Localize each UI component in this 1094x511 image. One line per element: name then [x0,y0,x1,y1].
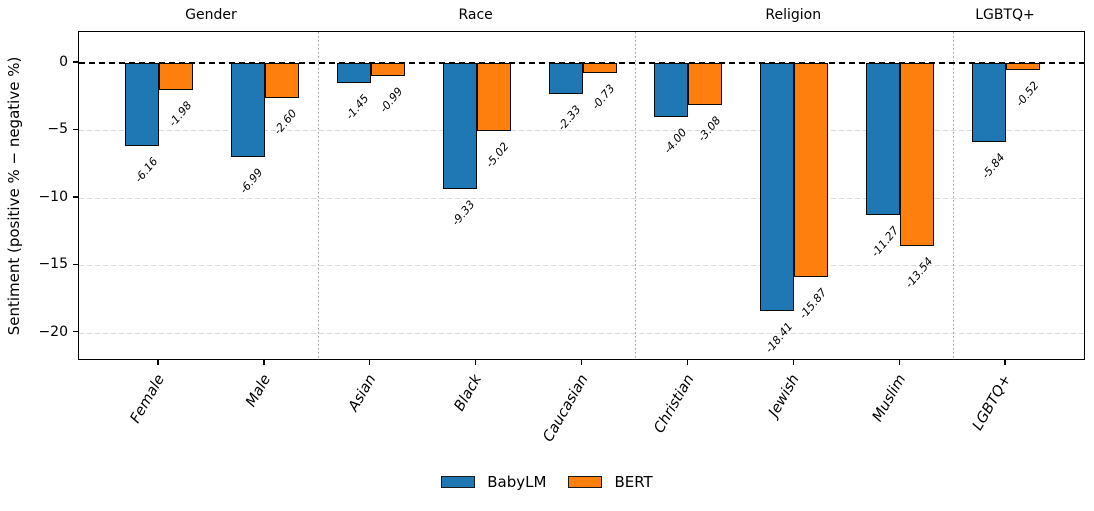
x-tick-mark [157,360,159,365]
value-label-bert-male: -2.60 [271,107,300,138]
y-tick-label-20: −20 [38,323,68,340]
x-tick-mark [263,360,265,365]
value-label-babylm-caucasian: -2.33 [555,103,584,134]
y-tick-mark [73,331,78,333]
value-label-bert-caucasian: -0.73 [589,81,618,113]
y-tick-mark [73,128,78,131]
x-tick-mark [898,360,900,365]
value-label-bert-black: -5.02 [483,139,512,170]
bar-babylm-female [125,63,159,147]
x-tick-mark [686,360,689,365]
x-tick-label-muslim: Muslim [869,372,909,425]
gridline--5 [79,130,1084,132]
x-tick-label-caucasian: Caucasian [540,372,592,445]
y-tick-label-15: −15 [38,256,68,273]
x-tick-mark [369,360,371,365]
bar-babylm-jewish [760,63,795,312]
value-label-babylm-female: -6.16 [131,155,160,186]
bar-babylm-asian [336,63,371,83]
bar-babylm-male [230,63,265,158]
group-header-gender: Gender [185,7,237,23]
value-label-bert-asian: -0.99 [377,85,406,116]
bar-babylm-caucasian [548,63,583,95]
x-tick-mark [580,360,583,365]
value-label-babylm-jewish: -18.41 [762,320,796,356]
gridline--15 [79,265,1084,267]
bar-bert-female [159,63,193,90]
group-separator [953,32,955,359]
bar-bert-lgbtq [1006,63,1040,70]
value-label-babylm-muslim: -11.27 [868,223,902,260]
gridline--10 [79,197,1084,199]
bar-bert-jewish [794,63,829,277]
bar-bert-asian [370,63,405,77]
x-tick-mark [475,360,477,365]
value-label-babylm-asian: -1.45 [343,91,372,122]
y-tick-mark [73,61,78,63]
legend-label-babylm: BabyLM [487,473,547,491]
value-label-bert-lgbtq: -0.52 [1012,79,1041,110]
bar-babylm-christian [654,63,689,117]
x-tick-label-christian: Christian [651,372,698,436]
gridline--20 [79,332,1084,334]
plot-area: -6.16 -6.99 -1.45 -9.33 -2.33 -4.00 -18.41 -11.… [78,31,1085,360]
group-header-race: Race [458,7,493,23]
value-label-bert-female: -1.98 [165,98,194,129]
bar-babylm-muslim [866,63,901,215]
group-separator [317,32,319,359]
group-header-religion: Religion [765,7,822,23]
bar-bert-male [264,63,299,99]
bar-bert-caucasian [582,63,617,73]
bar-bert-black [476,63,511,131]
legend-swatch-babylm [441,476,476,488]
x-tick-mark [792,360,794,365]
x-tick-label-jewish: Jewish [766,372,804,420]
bar-bert-muslim [900,63,935,246]
y-axis-label: Sentiment (positive % − negative %) [5,56,23,336]
legend-swatch-bert [568,476,603,488]
value-label-babylm-male: -6.99 [237,166,266,197]
x-tick-label-asian: Asian [345,372,380,415]
legend: BabyLM BERT [0,473,1094,491]
x-tick-mark [1004,360,1006,365]
bar-babylm-lgbtq [972,63,1006,142]
x-tick-label-male: Male [242,372,274,410]
y-tick-label-10: −10 [38,188,68,205]
value-label-bert-christian: -3.08 [695,113,724,144]
x-tick-label-female: Female [127,372,168,427]
group-header-lgbtq: LGBTQ+ [975,7,1035,23]
bar-babylm-black [442,63,477,189]
legend-label-bert: BERT [614,473,653,491]
value-label-babylm-lgbtq: -5.84 [978,150,1007,181]
x-tick-label-black: Black [452,372,486,414]
y-tick-label-5: −5 [47,121,68,138]
value-label-bert-muslim: -13.54 [902,254,936,291]
x-tick-label-lgbtq: LGBTQ+ [970,372,1015,434]
value-label-bert-jewish: -15.87 [796,285,830,322]
y-tick-mark [73,196,78,198]
y-tick-label-0: 0 [59,54,68,70]
y-tick-mark [73,263,78,265]
group-separator [635,32,637,359]
value-label-babylm-black: -9.33 [449,197,478,228]
legend-item-bert: BERT [568,473,653,491]
legend-item-babylm: BabyLM [441,473,546,491]
bar-bert-christian [688,63,723,105]
